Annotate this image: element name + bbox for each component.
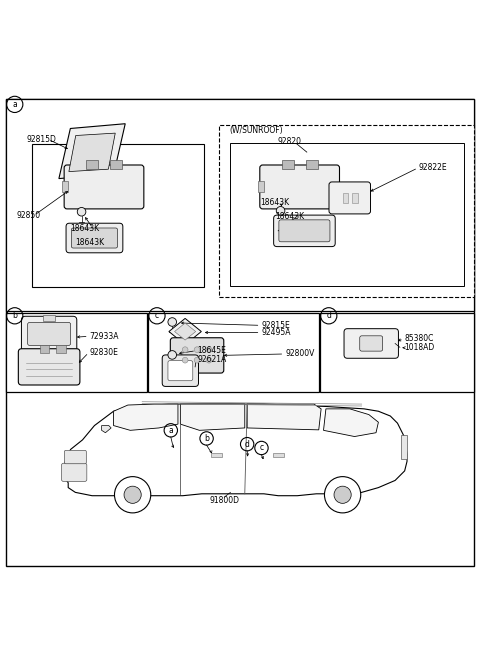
- Text: 92850: 92850: [17, 211, 41, 220]
- Bar: [6, 313, 147, 392]
- Polygon shape: [175, 323, 196, 340]
- Text: 92815E: 92815E: [262, 321, 290, 330]
- Polygon shape: [324, 409, 378, 436]
- Bar: [218, 125, 474, 297]
- Bar: [258, 182, 264, 192]
- Text: 92495A: 92495A: [262, 328, 291, 337]
- FancyBboxPatch shape: [162, 355, 199, 386]
- FancyBboxPatch shape: [274, 215, 335, 247]
- Bar: [86, 160, 98, 169]
- Circle shape: [168, 350, 177, 359]
- Bar: [343, 193, 348, 203]
- Bar: [211, 453, 222, 457]
- Text: 92830E: 92830E: [90, 348, 119, 357]
- Bar: [282, 160, 294, 169]
- Polygon shape: [247, 404, 321, 430]
- FancyBboxPatch shape: [279, 220, 330, 242]
- Circle shape: [115, 477, 151, 513]
- Bar: [62, 182, 68, 192]
- Circle shape: [77, 207, 86, 216]
- Circle shape: [206, 357, 212, 363]
- Circle shape: [168, 318, 177, 327]
- Text: 92621A: 92621A: [197, 355, 226, 364]
- Text: 1018AD: 1018AD: [405, 343, 435, 352]
- Bar: [148, 313, 319, 392]
- FancyBboxPatch shape: [168, 360, 193, 380]
- Text: 18643K: 18643K: [276, 212, 304, 221]
- Text: 92822E: 92822E: [419, 164, 447, 172]
- Bar: [39, 345, 49, 353]
- Text: c: c: [155, 311, 159, 321]
- Circle shape: [182, 357, 188, 363]
- Text: 92820: 92820: [277, 137, 301, 146]
- FancyBboxPatch shape: [260, 165, 339, 209]
- Text: 85380C: 85380C: [405, 334, 434, 343]
- FancyBboxPatch shape: [344, 329, 398, 358]
- FancyBboxPatch shape: [64, 450, 86, 464]
- Bar: [274, 453, 284, 457]
- Polygon shape: [63, 404, 407, 495]
- FancyBboxPatch shape: [28, 323, 71, 345]
- Circle shape: [194, 347, 200, 352]
- Bar: [33, 144, 204, 287]
- Bar: [43, 315, 55, 321]
- Circle shape: [124, 486, 141, 503]
- Bar: [306, 160, 318, 169]
- Polygon shape: [169, 319, 201, 344]
- Text: 18643K: 18643K: [71, 224, 100, 233]
- Text: 18645E: 18645E: [197, 346, 226, 355]
- Text: (W/SUNROOF): (W/SUNROOF): [229, 126, 283, 135]
- FancyBboxPatch shape: [170, 338, 224, 373]
- Text: d: d: [245, 440, 250, 449]
- Circle shape: [334, 486, 351, 503]
- Polygon shape: [114, 404, 178, 430]
- Bar: [56, 345, 66, 353]
- Bar: [6, 98, 474, 311]
- Text: 92800V: 92800V: [285, 350, 315, 358]
- Text: d: d: [326, 311, 331, 321]
- FancyBboxPatch shape: [22, 317, 77, 352]
- Text: a: a: [168, 426, 173, 435]
- Bar: [401, 435, 407, 459]
- FancyBboxPatch shape: [64, 165, 144, 209]
- Polygon shape: [102, 426, 111, 433]
- Circle shape: [182, 347, 188, 352]
- Bar: [110, 160, 122, 169]
- Polygon shape: [69, 133, 115, 172]
- Text: b: b: [204, 434, 209, 443]
- Circle shape: [206, 347, 212, 352]
- Circle shape: [324, 477, 361, 513]
- FancyBboxPatch shape: [360, 336, 383, 351]
- Text: c: c: [259, 444, 264, 452]
- Text: 92815D: 92815D: [26, 135, 56, 144]
- FancyBboxPatch shape: [66, 223, 123, 253]
- Circle shape: [194, 357, 200, 363]
- FancyBboxPatch shape: [18, 348, 80, 385]
- Circle shape: [276, 207, 285, 215]
- Polygon shape: [59, 124, 125, 179]
- Text: b: b: [12, 311, 17, 321]
- Bar: [320, 313, 474, 392]
- FancyBboxPatch shape: [61, 464, 87, 481]
- Bar: [352, 193, 358, 203]
- Text: 72933A: 72933A: [90, 332, 119, 341]
- Text: a: a: [12, 100, 17, 109]
- Text: 91800D: 91800D: [209, 496, 239, 505]
- Bar: [229, 142, 464, 286]
- Text: 18643K: 18643K: [261, 198, 289, 207]
- Text: 18643K: 18643K: [75, 238, 105, 247]
- FancyBboxPatch shape: [329, 182, 371, 214]
- Polygon shape: [180, 404, 245, 430]
- FancyBboxPatch shape: [72, 228, 118, 248]
